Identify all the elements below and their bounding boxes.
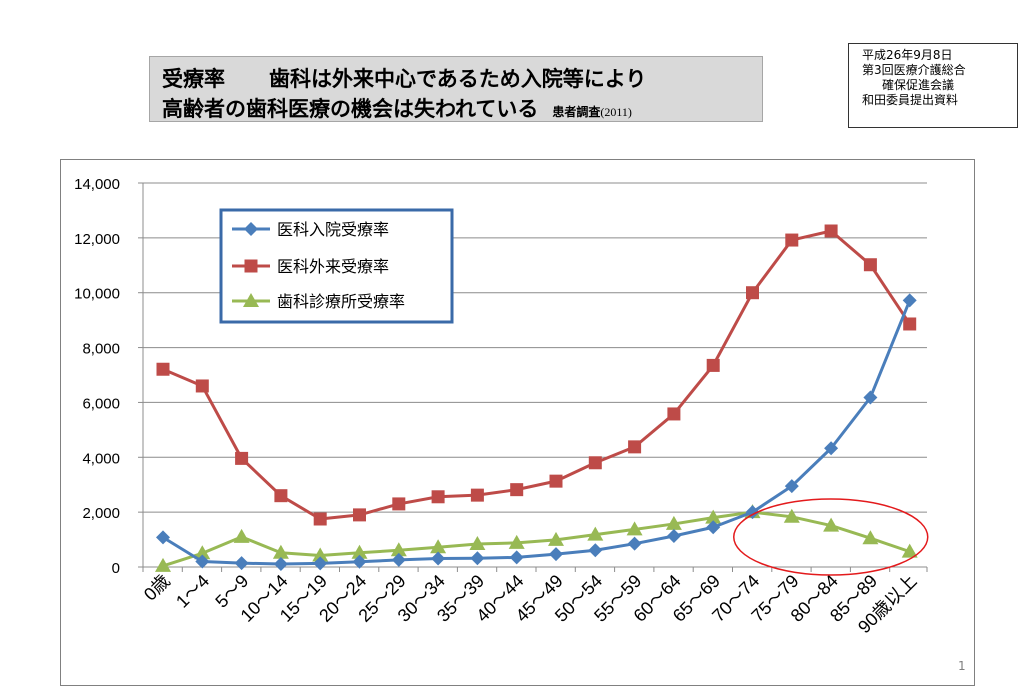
meeting-note-box: 平成26年9月8日 第3回医療介護総合 確保促進会議 和田委員提出資料	[848, 43, 1018, 128]
series-line-3	[162, 510, 911, 568]
data-point	[628, 440, 642, 454]
legend-marker	[244, 259, 258, 273]
data-point	[746, 286, 759, 300]
data-point	[548, 531, 564, 546]
source-year: (2011)	[600, 105, 632, 119]
data-point	[549, 547, 563, 562]
x-tick-label: 1～4	[172, 571, 213, 612]
data-point	[706, 358, 720, 372]
data-point	[902, 293, 917, 308]
data-point	[824, 441, 839, 456]
data-point	[392, 497, 406, 511]
data-point	[195, 554, 210, 569]
legend-marker	[244, 222, 258, 236]
data-point	[588, 543, 603, 558]
title-main: 歯科は外来中心であるため入院等により	[269, 67, 647, 91]
source-label: 患者調査	[552, 105, 601, 119]
data-point	[194, 545, 211, 560]
data-point	[195, 379, 209, 393]
highlight-ellipse	[733, 498, 929, 576]
y-tick-label: 12,000	[74, 231, 120, 248]
note-line-date: 平成26年9月8日	[862, 48, 953, 62]
data-point	[391, 552, 406, 567]
data-point	[233, 528, 250, 543]
x-tick-label: 0歳	[140, 571, 174, 605]
data-point	[863, 258, 877, 272]
data-point	[508, 534, 525, 549]
data-point	[430, 539, 447, 554]
data-point	[903, 317, 917, 331]
y-tick-label: 14,000	[74, 176, 120, 193]
data-point	[272, 544, 289, 559]
chart-frame	[60, 159, 975, 686]
data-point	[431, 551, 446, 566]
legend-marker	[243, 293, 259, 307]
data-point	[823, 517, 840, 532]
data-point	[510, 483, 524, 497]
data-point	[312, 547, 329, 562]
data-point	[234, 556, 249, 571]
y-tick-label: 2,000	[82, 505, 120, 522]
title-line-1: 受療率 歯科は外来中心であるため入院等により	[162, 63, 646, 93]
y-tick-label: 6,000	[82, 395, 120, 412]
title-line-2: 高齢者の歯科医療の機会は失われている 患者調査(2011)	[162, 93, 632, 123]
data-point	[313, 556, 328, 571]
data-point	[626, 521, 643, 536]
data-point	[588, 456, 602, 470]
data-point	[627, 536, 642, 551]
series-line-2	[162, 229, 911, 521]
data-point	[784, 479, 799, 494]
data-point	[783, 508, 800, 523]
data-point	[156, 530, 170, 545]
data-point	[785, 233, 799, 247]
legend-label: 歯科診療所受療率	[277, 292, 405, 311]
data-point	[235, 451, 249, 465]
legend-label: 医科外来受療率	[277, 257, 389, 276]
y-tick-label: 0	[112, 560, 120, 577]
note-line-council: 確保促進会議	[882, 78, 955, 92]
data-point	[549, 474, 563, 488]
title-label: 受療率	[162, 67, 225, 91]
title-subtitle: 高齢者の歯科医療の機会は失われている	[162, 97, 539, 121]
data-point	[705, 509, 722, 524]
data-point	[509, 550, 524, 565]
data-point	[390, 542, 407, 557]
data-point	[156, 362, 170, 376]
data-point	[469, 535, 486, 550]
y-tick-label: 4,000	[82, 450, 120, 467]
data-point	[431, 490, 445, 504]
y-tick-label: 10,000	[74, 286, 120, 303]
data-point	[706, 520, 721, 535]
data-point	[353, 508, 366, 522]
note-line-meeting: 第3回医療介護総合	[862, 63, 966, 77]
series-line-1	[162, 299, 912, 566]
data-point	[862, 530, 879, 545]
y-tick-label: 8,000	[82, 341, 120, 358]
data-point	[587, 526, 604, 541]
data-point	[273, 556, 288, 571]
data-point	[155, 557, 171, 572]
data-point	[666, 529, 681, 544]
data-point	[352, 554, 367, 569]
legend-label: 医科入院受療率	[277, 220, 389, 239]
data-point	[665, 515, 682, 530]
page-number: 1	[958, 659, 966, 673]
data-point	[470, 488, 484, 502]
data-point	[470, 551, 485, 566]
slide-title-box: 受療率 歯科は外来中心であるため入院等により 高齢者の歯科医療の機会は失われている…	[149, 56, 763, 122]
data-point	[274, 489, 288, 503]
data-point	[667, 407, 681, 421]
data-point	[863, 390, 878, 405]
data-point	[351, 544, 368, 559]
data-point	[313, 512, 327, 526]
note-line-material: 和田委員提出資料	[862, 93, 959, 107]
data-point	[901, 543, 918, 558]
data-point	[824, 224, 838, 238]
